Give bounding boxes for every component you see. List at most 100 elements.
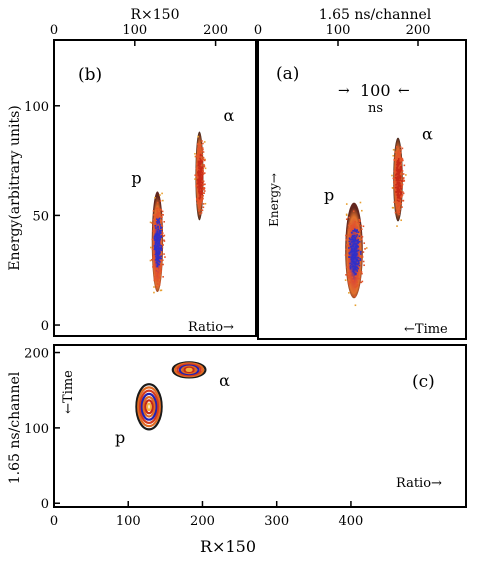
panel-b-cluster-p-point	[162, 244, 164, 246]
panel-a-cluster-alpha-point	[401, 186, 403, 189]
panel-b-cluster-alpha-point	[199, 186, 202, 188]
panel-a-cluster-alpha-point	[399, 155, 402, 158]
panel-a-cluster-alpha-point	[397, 194, 400, 197]
panel-b-cluster-alpha-point	[198, 190, 201, 193]
panel-b-cluster-alpha-point	[201, 177, 204, 179]
panel-b-cluster-alpha-point	[202, 206, 205, 209]
panel-b-cluster-alpha-point	[199, 153, 202, 156]
panel-a-cluster-alpha-point	[395, 174, 397, 176]
panel-a-cluster-p-point	[354, 263, 357, 266]
panel-a-cluster-alpha-point	[394, 186, 397, 189]
panel-b-cluster-p-point	[159, 281, 161, 283]
panel-a-cluster-alpha-point	[396, 210, 399, 213]
panel-b-cluster-p-point	[160, 232, 163, 235]
panel-b-cluster-p-point	[158, 256, 161, 258]
panel-b-cluster-alpha-point	[202, 148, 204, 151]
panel-c-contour-p-ring	[138, 389, 160, 425]
panel-a-cluster-p-point	[360, 224, 363, 227]
panel-a-cluster-p-point	[353, 271, 355, 274]
panel-c-contour-p-ring	[144, 399, 154, 415]
panel-a-cluster-p-point	[351, 259, 353, 262]
panel-a-cluster-alpha-point	[399, 192, 402, 195]
panel-b-cluster-alpha-point	[202, 168, 204, 170]
panel-b-cluster-p-point	[160, 245, 163, 247]
panel-a-cluster-p-point	[354, 263, 356, 265]
panel-a-cluster-p-point	[355, 229, 358, 232]
panel-a-cluster-p-point	[357, 241, 359, 244]
panel-b-cluster-p-point	[152, 218, 155, 221]
panel-a-cluster-alpha-point	[395, 177, 398, 180]
panel-b-cluster-alpha-point	[201, 199, 203, 202]
panel-b-cluster-p-point	[150, 259, 153, 261]
panel-a-cluster-alpha-point	[399, 177, 401, 179]
panel-b-cluster-p-point	[155, 258, 158, 261]
panel-b-cluster-p-point	[155, 214, 158, 217]
panel-c-contour-alpha-label: α	[219, 371, 230, 390]
panel-a-cluster-alpha-point	[393, 170, 396, 173]
panel-b-cluster-p-point	[152, 256, 154, 259]
panel-b-cluster-alpha-point	[198, 161, 201, 164]
panel-a-cluster-p-point	[349, 243, 352, 246]
panel-b-cluster-p-point	[156, 279, 159, 282]
panel-c-contour-p-ring	[142, 395, 156, 418]
panel-b-cluster-alpha-point	[198, 200, 201, 203]
panel-b-cluster-p-point	[160, 270, 163, 272]
panel-a-cluster-p-point	[348, 267, 350, 269]
panel-a-cluster-alpha-point	[400, 149, 402, 151]
panel-a-cluster-p-point	[347, 274, 350, 277]
panel-b-cluster-p-point	[149, 259, 152, 262]
panel-b-cluster-alpha-point	[196, 172, 199, 175]
panel-a-cluster-p-point	[353, 230, 356, 232]
panel-b-cluster-p-point	[156, 245, 158, 247]
panel-b-cluster-p-point	[156, 230, 159, 233]
panel-a-cluster-alpha-point	[397, 159, 400, 162]
panel-a-cluster-alpha-point	[391, 174, 393, 177]
panel-b-cluster-p-point	[162, 214, 164, 216]
panel-a-cluster-p-point	[352, 230, 354, 232]
panel-b-cluster-p-point	[153, 277, 156, 280]
panel-b-cluster-alpha-point	[197, 159, 199, 161]
panel-a-cluster-p-point	[353, 242, 356, 245]
panel-a-cluster-p-point	[353, 248, 356, 251]
panel-a-cluster-alpha-point	[395, 176, 397, 179]
panel-b-cluster-alpha-point	[197, 144, 200, 147]
panel-a-cluster-p-point	[356, 256, 359, 259]
panel-b-cluster-alpha-point	[202, 180, 205, 183]
panel-b-cluster-alpha-point	[197, 197, 200, 200]
panel-c-marks: pα	[115, 361, 230, 447]
panel-c-contour-p: p	[115, 383, 163, 447]
panel-b-cluster-alpha-point	[198, 175, 201, 177]
panel-b-cluster-alpha-point	[199, 151, 201, 153]
panel-a-cluster-alpha-point	[400, 191, 402, 194]
panel-b-cluster-alpha-point	[202, 173, 205, 175]
panel-a-label: (a)	[276, 64, 299, 84]
panel-a-cluster-alpha-point	[396, 179, 398, 182]
panel-b-cluster-alpha-point	[200, 181, 202, 183]
panel-a-cluster-alpha-point	[396, 158, 398, 160]
panel-b-cluster-p-point	[154, 233, 157, 236]
panel-a-cluster-alpha-point	[398, 188, 401, 191]
panel-a-cluster-p-point	[356, 244, 358, 247]
panel-b-cluster-alpha-point	[197, 199, 200, 202]
panel-b-cluster-p-point	[157, 234, 160, 236]
panel-a-cluster-p-point	[358, 218, 361, 221]
panel-a-cluster-p-point	[348, 264, 350, 267]
panel-a-cluster-alpha-point	[397, 182, 399, 185]
panel-a-cluster-alpha-point	[391, 206, 394, 209]
panel-a-cluster-p-point	[348, 283, 351, 285]
panel-b-cluster-p-point	[158, 239, 161, 242]
panel-b-cluster-alpha-point	[203, 165, 206, 167]
panel-b-cluster-p-point	[154, 247, 156, 249]
panel-a-cluster-p-point	[351, 224, 354, 227]
panel-a-cluster-p-point	[348, 247, 350, 249]
panel-b-cluster-p-point	[159, 244, 161, 246]
panel-a-cluster-p-point	[357, 246, 360, 248]
panel-a-cluster-p-point	[356, 259, 358, 262]
panel-b-cluster-alpha-point	[201, 209, 204, 212]
panel-b-cluster-p-point	[154, 239, 157, 242]
panel-b-cluster-alpha-point	[199, 213, 201, 215]
panel-b-cluster-alpha-point	[199, 163, 202, 166]
panel-b-cluster-p-point	[153, 215, 156, 218]
panel-a-cluster-p-point	[359, 259, 362, 262]
